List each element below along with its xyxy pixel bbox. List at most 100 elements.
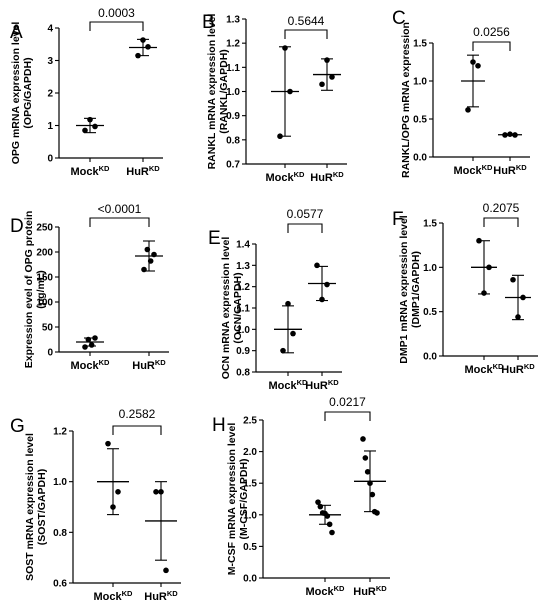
data-point xyxy=(374,510,380,516)
data-point xyxy=(520,294,526,301)
y-tick-label: 50 xyxy=(42,323,54,334)
category-label: MockKD xyxy=(71,164,111,178)
category-label: MockKD xyxy=(306,584,346,598)
y-tick-label: 1.1 xyxy=(226,63,240,74)
y-tick-label: 2.0 xyxy=(243,447,257,458)
panel-letter: C xyxy=(392,8,406,29)
data-point xyxy=(512,132,518,138)
panel-letter: E xyxy=(208,228,221,249)
y-tick-label: 0.5 xyxy=(413,115,427,126)
y-tick-label: 1.1 xyxy=(236,304,250,315)
data-point xyxy=(92,335,98,341)
category-label: HuRKD xyxy=(126,164,160,178)
data-point xyxy=(282,45,288,51)
y-tick-label: 1.0 xyxy=(53,477,67,488)
data-point xyxy=(486,264,492,271)
y-tick-label: 4 xyxy=(47,24,53,35)
y-tick-label: 0.7 xyxy=(226,160,240,171)
significance-bracket xyxy=(89,21,144,31)
panel-letter: G xyxy=(10,416,25,437)
y-tick-label: 1.5 xyxy=(423,219,437,230)
y-tick-label: 150 xyxy=(36,273,53,284)
data-point xyxy=(326,521,333,528)
category-label: HuRKD xyxy=(353,584,387,598)
data-point xyxy=(280,347,286,354)
data-point xyxy=(360,436,366,442)
data-point xyxy=(277,133,283,140)
data-point xyxy=(82,127,88,134)
category-label: MockKD xyxy=(465,362,505,376)
p-value-label: 0.0003 xyxy=(98,6,135,20)
y-tick-label: 1.4 xyxy=(236,240,250,251)
y-tick-label: 200 xyxy=(36,248,53,259)
significance-bracket xyxy=(472,41,511,51)
category-label: HuRKD xyxy=(310,170,344,184)
y-axis-label: RANKL mRNA expression level(RANKL/GAPDH) xyxy=(206,14,230,170)
y-tick-label: 0.0 xyxy=(243,574,257,585)
data-point xyxy=(510,276,516,283)
data-point xyxy=(476,237,482,244)
data-point xyxy=(141,266,147,273)
data-point xyxy=(285,300,291,307)
data-point xyxy=(507,131,513,137)
y-tick-label: 0.9 xyxy=(236,346,250,357)
y-tick-label: 1.5 xyxy=(243,479,257,490)
data-point xyxy=(317,503,324,510)
y-tick-label: 0.6 xyxy=(53,579,67,590)
y-tick-label: 0.8 xyxy=(226,135,240,146)
significance-bracket xyxy=(112,425,162,435)
y-tick-label: 0.9 xyxy=(226,111,240,122)
panel-letter: H xyxy=(212,415,226,436)
y-tick-label: 1.0 xyxy=(236,325,250,336)
y-tick-label: 1.3 xyxy=(226,15,240,26)
data-point xyxy=(87,116,93,123)
p-value-label: 0.5644 xyxy=(288,14,325,28)
category-label: MockKD xyxy=(269,378,309,392)
p-value-label: <0.0001 xyxy=(98,202,142,216)
category-label: HuRKD xyxy=(132,358,166,372)
y-tick-label: 1.2 xyxy=(226,39,240,50)
data-point xyxy=(290,330,296,337)
data-point xyxy=(105,440,111,447)
data-point xyxy=(324,281,330,288)
data-point xyxy=(475,63,481,69)
significance-bracket xyxy=(483,217,519,227)
data-point xyxy=(110,504,116,510)
panel-letter: A xyxy=(10,22,23,43)
y-tick-label: 1.2 xyxy=(53,427,67,438)
data-point xyxy=(145,44,151,50)
data-point xyxy=(158,489,164,495)
y-tick-label: 1.3 xyxy=(236,261,250,272)
y-axis-label: DMP1 mRNA expression level(DMP1/GAPDH) xyxy=(398,215,422,363)
data-point xyxy=(314,262,320,269)
data-point xyxy=(502,132,508,138)
data-point xyxy=(329,74,335,80)
y-tick-label: 2.5 xyxy=(243,416,257,427)
panel-b: B 0.7 0.8 0.9 1.0 1.1 1.2 1.3 MockKD HuRKD RANKL m… xyxy=(202,12,347,184)
y-tick-label: 0.8 xyxy=(236,368,250,379)
panel-c: C 0.0 0.5 1.0 1.5 MockKD HuRKD RANKL/OPG mRNA e… xyxy=(392,8,530,178)
p-value-label: 0.2075 xyxy=(483,201,520,215)
panel-h: H 0.0 0.5 1.0 1.5 2.0 2.5 MockKD HuRKD M-CSF mRNA… xyxy=(212,395,390,598)
data-point xyxy=(324,513,331,519)
data-point xyxy=(140,37,146,43)
significance-bracket xyxy=(284,29,328,39)
data-point xyxy=(88,342,95,348)
y-tick-label: 2 xyxy=(47,89,53,100)
y-tick-label: 1.0 xyxy=(423,263,437,274)
y-tick-label: 1.0 xyxy=(226,87,240,98)
data-point xyxy=(362,455,369,461)
panel-letter: B xyxy=(202,12,215,33)
category-label: HuRKD xyxy=(144,589,178,603)
significance-bracket xyxy=(287,223,323,233)
y-tick-label: 3 xyxy=(47,56,53,67)
data-point xyxy=(324,57,330,63)
data-point xyxy=(287,88,293,95)
category-label: MockKD xyxy=(266,170,306,184)
y-tick-label: 1.0 xyxy=(243,510,257,521)
category-label: MockKD xyxy=(454,163,494,177)
data-point xyxy=(329,529,335,536)
category-label: MockKD xyxy=(94,589,134,603)
category-label: HuRKD xyxy=(501,362,535,376)
